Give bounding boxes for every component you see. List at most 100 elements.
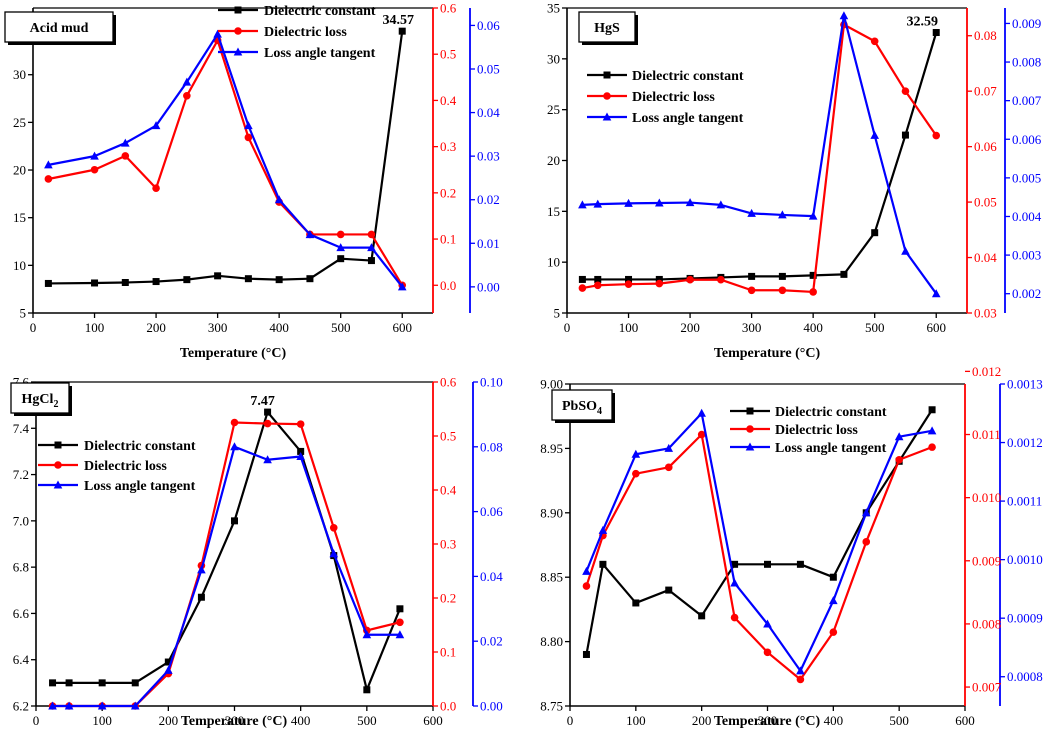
right1-tick-label: 0.010	[972, 490, 1001, 505]
right1-tick-label: 0.5	[440, 47, 456, 62]
data-point	[829, 573, 837, 581]
series-square	[578, 29, 940, 283]
left-tick-label: 30	[547, 51, 560, 66]
left-tick-label: 20	[13, 163, 26, 178]
right2-tick-label: 0.02	[480, 634, 503, 649]
right1-tick-label: 0.011	[972, 427, 1001, 442]
data-point	[829, 596, 838, 605]
chart-title: PbSO4	[562, 399, 602, 417]
data-point	[367, 230, 376, 239]
data-point	[901, 246, 910, 255]
series-circle	[578, 20, 941, 296]
data-point	[685, 198, 695, 207]
data-point	[230, 418, 239, 427]
x-tick-label: 200	[680, 320, 700, 335]
x-tick-label: 100	[619, 320, 639, 335]
data-point	[44, 175, 53, 183]
series-line-1	[585, 433, 933, 681]
left-tick-label: 6.2	[13, 699, 29, 714]
right2-tick-label: 0.04	[477, 105, 500, 120]
right1-tick-label: 0.3	[440, 537, 456, 552]
left-tick-label: 9.00	[540, 377, 563, 392]
legend-label: Dielectric loss	[775, 423, 858, 438]
chart-title: HgS	[594, 21, 620, 36]
series-circle	[44, 36, 407, 290]
data-point	[655, 198, 664, 207]
x-tick-label: 300	[742, 320, 762, 335]
left-tick-label: 7.4	[13, 421, 30, 436]
peak-value-label: 32.59	[906, 15, 938, 30]
data-point	[931, 289, 941, 298]
data-point	[578, 200, 587, 209]
right2-tick-label: 0.00	[480, 699, 503, 714]
x-axis-label: Temperature (°C)	[181, 714, 288, 729]
data-point	[90, 165, 99, 174]
series-square	[49, 408, 404, 694]
data-point	[664, 443, 674, 452]
chart-title: HgCl2	[22, 392, 59, 410]
data-point	[582, 650, 590, 658]
legend-label: Dielectric loss	[632, 90, 715, 105]
data-point	[932, 131, 941, 140]
data-point	[97, 701, 107, 710]
right1-tick-label: 0.05	[974, 195, 997, 210]
left-tick-label: 10	[547, 255, 560, 270]
x-axis-label: Temperature (°C)	[714, 346, 821, 361]
right1-tick-label: 0.1	[440, 232, 456, 247]
right1-tick-label: 0.03	[974, 306, 997, 321]
data-point	[697, 430, 706, 439]
data-point	[778, 286, 787, 295]
chart-title-subscript: 4	[597, 406, 602, 417]
right2-tick-label: 0.007	[1012, 93, 1042, 108]
data-point	[578, 275, 586, 283]
right1-tick-label: 0.07	[974, 84, 997, 99]
data-point	[809, 271, 817, 279]
data-point	[895, 455, 903, 464]
series-triangle	[582, 408, 937, 675]
right2-tick-label: 0.003	[1012, 248, 1041, 263]
data-point	[901, 87, 910, 95]
right1-tick-label: 0.3	[440, 139, 456, 154]
x-tick-label: 500	[357, 713, 377, 728]
left-tick-label: 30	[13, 67, 26, 82]
data-point	[263, 455, 272, 464]
right1-tick-label: 0.008	[972, 616, 1001, 631]
legend-label: Dielectric loss	[264, 25, 347, 40]
data-point	[778, 210, 787, 219]
data-point	[367, 257, 375, 265]
x-tick-label: 0	[33, 713, 40, 728]
data-point	[730, 613, 739, 622]
legend-marker	[603, 71, 611, 79]
data-point	[121, 279, 129, 286]
legend-label: Dielectric constant	[775, 405, 887, 420]
left-tick-label: 15	[547, 204, 560, 219]
right2-tick-label: 0.0012	[1007, 435, 1043, 450]
data-point	[131, 679, 139, 687]
title-box	[551, 389, 613, 421]
data-point	[932, 29, 940, 37]
data-point	[870, 37, 879, 46]
right1-tick-label: 0.06	[974, 139, 997, 154]
data-point	[861, 508, 871, 517]
data-point	[297, 447, 305, 455]
legend-marker	[602, 112, 612, 121]
series-triangle	[578, 11, 941, 298]
data-point	[152, 184, 160, 193]
data-point	[275, 276, 283, 284]
data-point	[625, 275, 633, 283]
data-point	[362, 630, 372, 639]
left-tick-label: 5	[20, 306, 27, 321]
data-point	[598, 525, 608, 534]
data-point	[197, 565, 206, 574]
right2-tick-label: 0.006	[1012, 132, 1042, 147]
left-tick-label: 10	[13, 258, 26, 273]
x-axis-label: Temperature (°C)	[180, 346, 287, 361]
data-point	[398, 27, 406, 35]
right2-tick-label: 0.04	[480, 569, 503, 584]
data-point	[197, 593, 205, 601]
x-tick-label: 600	[423, 713, 443, 728]
chart-pbso4: 0 100 200 300 400 500 600 Temperature (°C) 8.75 8…	[540, 366, 1043, 729]
right1-tick-label: 0.1	[440, 645, 456, 660]
x-tick-label: 0	[567, 713, 574, 728]
right2-tick-label: 0.0010	[1007, 552, 1043, 567]
